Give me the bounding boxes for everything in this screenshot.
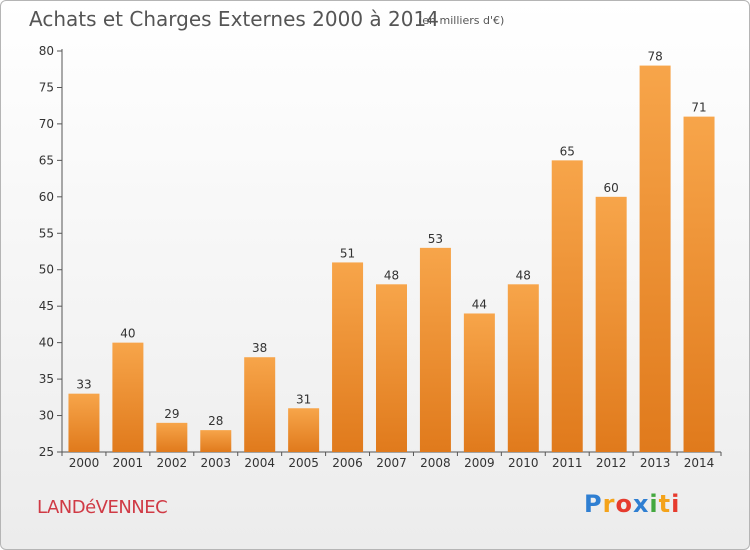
y-tick-label: 60: [39, 190, 54, 204]
bar-value-label: 48: [516, 268, 531, 282]
proxiti-logo: Proxiti: [584, 490, 680, 518]
commune-name: LANDéVENNEC: [37, 497, 168, 518]
bar-value-label: 29: [164, 407, 179, 421]
bar-2000: [68, 393, 100, 452]
bar-value-label: 40: [120, 327, 135, 341]
bar-value-label: 44: [472, 297, 487, 311]
logo-letter: i: [671, 490, 681, 518]
bar-value-label: 65: [560, 144, 575, 158]
logo-letter: P: [584, 490, 603, 518]
chart-subtitle: (en milliers d'€): [418, 14, 505, 27]
y-tick-label: 75: [39, 80, 54, 94]
bar-value-label: 78: [647, 50, 662, 64]
y-tick-label: 70: [39, 117, 54, 131]
y-tick-label: 55: [39, 226, 54, 240]
x-tick-label: 2000: [69, 456, 100, 470]
y-tick-label: 80: [39, 44, 54, 58]
bar-2011: [551, 160, 583, 452]
bar-2006: [332, 262, 364, 452]
bar-value-label: 28: [208, 414, 223, 428]
logo-letter: x: [632, 490, 650, 518]
bar-2012: [595, 196, 627, 452]
x-tick-label: 2002: [157, 456, 188, 470]
bar-2002: [156, 422, 188, 452]
x-tick-label: 2004: [244, 456, 275, 470]
bar-value-label: 51: [340, 246, 355, 260]
x-tick-label: 2012: [596, 456, 627, 470]
y-tick-label: 50: [39, 263, 54, 277]
y-tick-label: 45: [39, 299, 54, 313]
x-tick-label: 2013: [640, 456, 671, 470]
bar-2007: [376, 284, 407, 452]
bar-value-label: 48: [384, 268, 399, 282]
x-tick-label: 2003: [200, 456, 231, 470]
bar-value-label: 33: [76, 378, 91, 392]
bar-value-label: 53: [428, 232, 443, 246]
x-tick-label: 2006: [332, 456, 363, 470]
y-tick-label: 40: [39, 336, 54, 350]
bar-layer: 33 40 29 28 38 31 51 48 53 44 48 65 60 78 71: [68, 50, 715, 453]
logo-letter: t: [658, 490, 672, 518]
logo-letter: i: [649, 490, 659, 518]
logo-letter: r: [602, 490, 616, 518]
x-tick-label: 2009: [464, 456, 495, 470]
y-tick-label: 30: [39, 409, 54, 423]
x-tick-label: 2010: [508, 456, 539, 470]
chart-title: Achats et Charges Externes 2000 à 2014: [29, 7, 439, 31]
bar-2008: [419, 247, 451, 452]
x-tick-label: 2014: [684, 456, 715, 470]
y-tick-label: 35: [39, 372, 54, 386]
x-tick-label: 2007: [376, 456, 407, 470]
bar-2004: [244, 357, 276, 452]
bar-value-label: 71: [691, 101, 706, 115]
x-tick-label: 2008: [420, 456, 451, 470]
bar-2009: [463, 313, 495, 452]
bar-2001: [112, 342, 144, 452]
x-tick-label: 2005: [288, 456, 319, 470]
y-tick-label: 65: [39, 153, 54, 167]
bar-2013: [639, 65, 671, 452]
x-tick-label: 2001: [113, 456, 144, 470]
axis-layer: 25 30 35 40 45 50 55 60 65 70 75 80 2000 2001 2002 2003…: [39, 44, 722, 470]
bar-2014: [683, 116, 715, 453]
bar-value-label: 60: [604, 181, 619, 195]
bar-2010: [507, 284, 539, 452]
logo-letter: o: [615, 490, 633, 518]
bar-2003: [200, 430, 232, 452]
bar-value-label: 31: [296, 392, 311, 406]
x-tick-label: 2011: [552, 456, 583, 470]
bar-value-label: 38: [252, 341, 267, 355]
bar-2005: [288, 408, 320, 452]
y-tick-label: 25: [39, 445, 54, 459]
